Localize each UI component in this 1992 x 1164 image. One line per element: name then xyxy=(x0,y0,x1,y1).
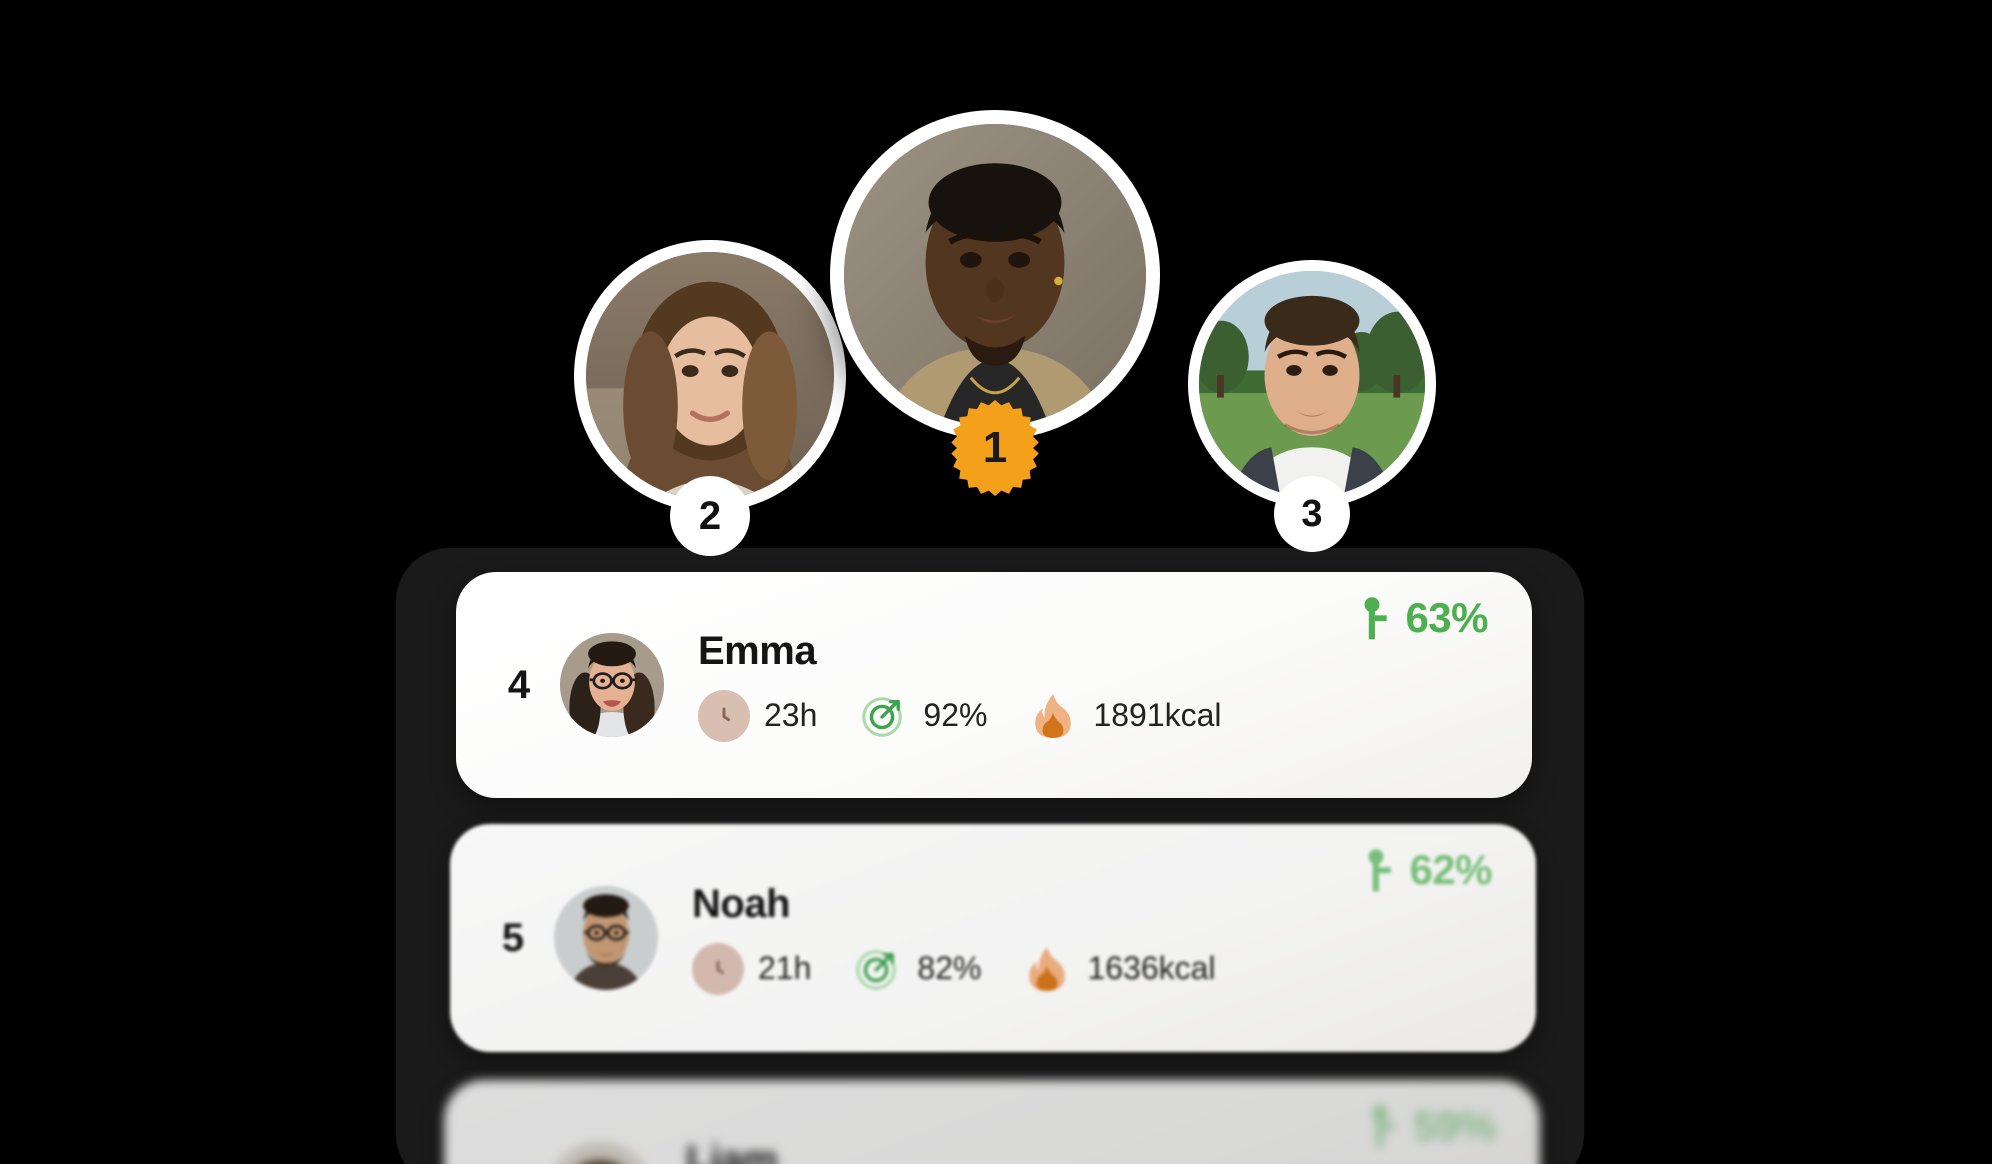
row-stats: 21h 82% xyxy=(692,942,1363,995)
podium-avatar-2 xyxy=(586,252,834,500)
row-avatar xyxy=(560,633,664,737)
row-info: Emma 23h xyxy=(698,629,1359,742)
podium-slot-2[interactable]: 2 xyxy=(574,240,846,556)
podium-section: 2 xyxy=(0,110,1992,556)
podium-rank-badge-2: 2 xyxy=(670,476,750,556)
podium-rank-value-2: 2 xyxy=(698,494,722,538)
podium-avatar-1 xyxy=(844,124,1146,426)
row-username: Emma xyxy=(698,628,817,673)
row-avatar xyxy=(548,1142,652,1164)
stat-goal: 82% xyxy=(851,943,981,995)
row-info: Noah 21h xyxy=(692,882,1363,995)
target-icon xyxy=(857,690,909,742)
milestone-pin-icon xyxy=(1367,1104,1401,1148)
stat-calories-value: 1891kcal xyxy=(1093,697,1222,733)
podium-rank-value-3: 3 xyxy=(1301,493,1323,535)
leaderboard-row-6[interactable]: 6 Liam xyxy=(444,1080,1540,1164)
fire-icon xyxy=(1027,690,1079,742)
milestone-pin-icon xyxy=(1363,848,1397,892)
row-rank: 4 xyxy=(507,662,531,707)
target-icon xyxy=(851,943,903,995)
row-stats: 23h 92% xyxy=(698,689,1359,742)
stat-calories: 1891kcal xyxy=(1027,690,1222,742)
stat-hours: 21h xyxy=(692,942,812,995)
podium-slot-3[interactable]: 3 xyxy=(1188,260,1436,552)
leaderboard-row-4[interactable]: 4 xyxy=(456,572,1532,798)
stat-calories-value: 1636kcal xyxy=(1087,950,1216,986)
clock-icon xyxy=(692,942,744,995)
row-avatar xyxy=(554,886,658,990)
row-rank: 5 xyxy=(501,915,525,960)
row-score-value: 63% xyxy=(1405,594,1488,641)
stat-goal: 92% xyxy=(857,690,987,742)
row-score: 62% xyxy=(1363,846,1492,894)
row-username: Noah xyxy=(692,881,791,926)
row-info: Liam 19h xyxy=(686,1138,1367,1164)
podium-slot-1[interactable]: 1 xyxy=(830,110,1160,496)
podium-rank-badge-3: 3 xyxy=(1274,476,1350,552)
milestone-pin-icon xyxy=(1359,596,1393,640)
podium-avatar-3 xyxy=(1199,271,1425,497)
clock-icon xyxy=(698,689,750,742)
stat-calories: 1636kcal xyxy=(1021,943,1216,995)
stat-hours: 23h xyxy=(698,689,818,742)
row-score-value: 59% xyxy=(1413,1102,1496,1149)
leaderboard-row-5[interactable]: 5 xyxy=(450,824,1536,1052)
stat-hours-value: 21h xyxy=(758,950,812,986)
podium-rank-badge-1: 1 xyxy=(947,400,1043,496)
row-score: 59% xyxy=(1367,1102,1496,1150)
row-score: 63% xyxy=(1359,594,1488,642)
fire-icon xyxy=(1021,943,1073,995)
stat-hours-value: 23h xyxy=(764,697,818,733)
row-score-value: 62% xyxy=(1409,846,1492,893)
stat-goal-value: 92% xyxy=(923,697,988,733)
row-username: Liam xyxy=(686,1137,778,1164)
stat-goal-value: 82% xyxy=(917,950,982,986)
podium-rank-value-1: 1 xyxy=(982,423,1008,472)
